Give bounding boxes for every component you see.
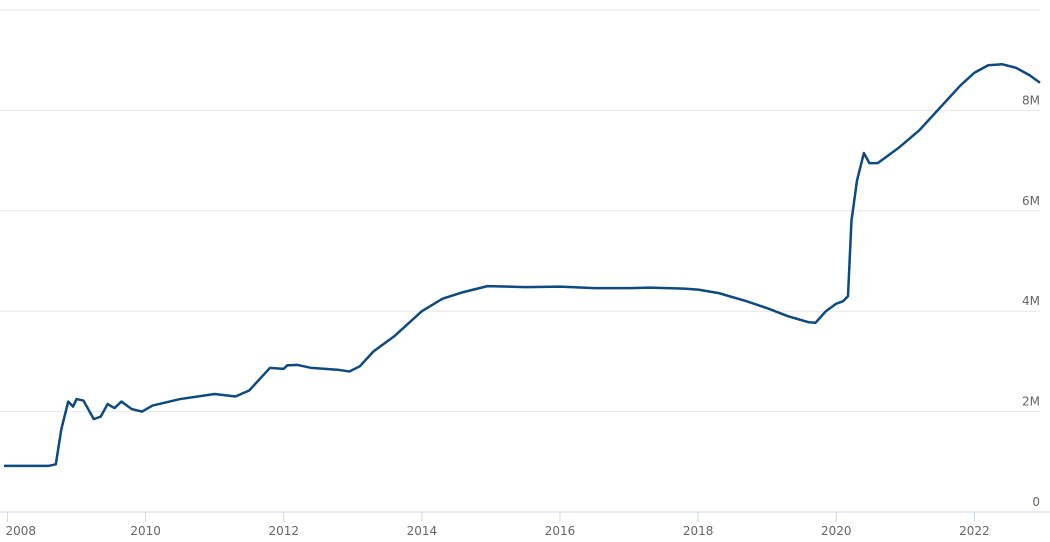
data-line <box>4 62 1041 468</box>
x-tick-label: 2010 <box>130 524 161 538</box>
y-tick-label: 2M <box>1022 395 1040 409</box>
y-tick-label: 4M <box>1022 294 1040 308</box>
x-tick-label: 2020 <box>821 524 852 538</box>
x-tick-label: 2022 <box>959 524 990 538</box>
x-tick-label: 2012 <box>268 524 299 538</box>
y-tick-label: 6M <box>1022 194 1040 208</box>
y-tick-label: 8M <box>1022 93 1040 107</box>
y-tick-label: 0 <box>1032 495 1040 509</box>
x-tick-label: 2008 <box>5 524 36 538</box>
x-tick-label: 2016 <box>545 524 576 538</box>
x-tick-label: 2018 <box>683 524 714 538</box>
x-tick-label: 2014 <box>407 524 438 538</box>
